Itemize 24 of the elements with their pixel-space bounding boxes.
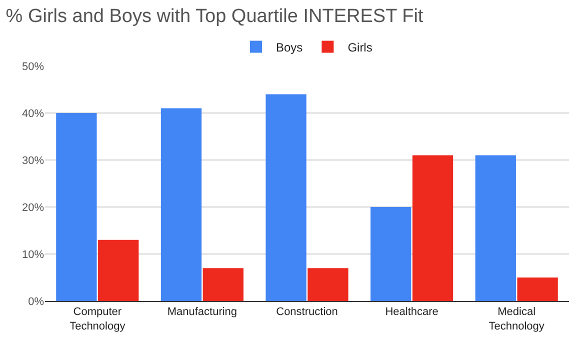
x-tick-label: Computer Technology [70,306,126,332]
bar [308,268,348,301]
legend-label: Boys [276,40,303,54]
y-tick-label: 40% [22,108,44,120]
legend-label: Girls [348,40,372,54]
bar [266,94,306,301]
y-tick-label: 20% [22,202,44,214]
bar [517,278,558,301]
bar [370,207,412,301]
y-tick-label: 10% [22,248,44,261]
x-tick-label: Construction [276,306,338,318]
x-tick-label: Medical Technology [488,306,545,332]
bar [98,240,139,301]
bar [412,155,454,301]
x-tick-label: Manufacturing [167,306,238,318]
bar [160,108,202,301]
bar [56,113,97,301]
bar [475,155,516,301]
y-tick-label: 50% [22,60,44,73]
y-tick-label: 0% [28,296,44,308]
chart-title: % Girls and Boys with Top Quartile INTEREST Fit [6,6,424,27]
y-tick-label: 30% [22,154,44,167]
bar [202,268,244,301]
x-tick-label: Healthcare [385,306,438,318]
